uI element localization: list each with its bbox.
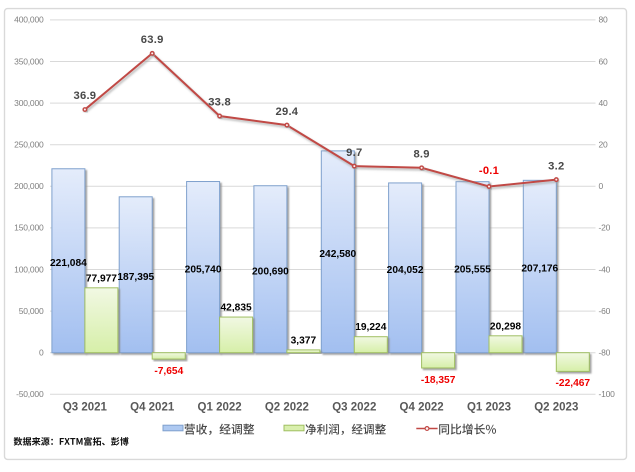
svg-text:3.2: 3.2 (548, 160, 564, 172)
svg-text:Q1 2022: Q1 2022 (198, 401, 242, 413)
svg-text:-50,000: -50,000 (16, 389, 44, 399)
svg-text:300,000: 300,000 (14, 98, 44, 108)
svg-text:205,555: 205,555 (454, 264, 491, 275)
svg-text:42,835: 42,835 (221, 303, 252, 314)
svg-text:Q2 2023: Q2 2023 (534, 401, 578, 413)
svg-text:Q4 2021: Q4 2021 (130, 401, 175, 413)
svg-text:20: 20 (599, 140, 609, 150)
svg-text:60: 60 (599, 56, 609, 66)
svg-text:Q3 2022: Q3 2022 (332, 401, 376, 413)
svg-text:207,176: 207,176 (521, 264, 558, 275)
svg-text:63.9: 63.9 (141, 34, 164, 46)
svg-text:400,000: 400,000 (14, 15, 44, 25)
svg-text:-100: -100 (599, 389, 616, 399)
svg-text:9.7: 9.7 (346, 147, 362, 159)
svg-text:-40: -40 (599, 264, 611, 274)
svg-text:36.9: 36.9 (74, 90, 97, 102)
svg-text:-20: -20 (599, 223, 611, 233)
svg-text:-0.1: -0.1 (479, 165, 499, 177)
svg-text:Q4 2022: Q4 2022 (400, 401, 444, 413)
svg-text:77,977: 77,977 (86, 273, 117, 284)
svg-text:200,690: 200,690 (252, 266, 289, 277)
svg-text:19,224: 19,224 (355, 322, 386, 333)
svg-text:187,395: 187,395 (117, 272, 154, 283)
svg-text:Q3 2021: Q3 2021 (63, 401, 108, 413)
svg-text:242,580: 242,580 (319, 249, 356, 260)
svg-text:150,000: 150,000 (14, 223, 44, 233)
svg-text:-80: -80 (599, 348, 611, 358)
svg-text:221,084: 221,084 (50, 258, 87, 269)
svg-text:33.8: 33.8 (208, 97, 231, 109)
svg-text:3,377: 3,377 (291, 335, 317, 346)
svg-text:20,298: 20,298 (490, 321, 521, 332)
svg-text:8.9: 8.9 (413, 149, 429, 161)
svg-text:-18,357: -18,357 (421, 375, 456, 386)
svg-text:350,000: 350,000 (14, 56, 44, 66)
svg-text:80: 80 (599, 15, 609, 25)
svg-text:-22,467: -22,467 (556, 378, 591, 389)
svg-text:29.4: 29.4 (276, 106, 299, 118)
svg-text:205,740: 205,740 (185, 264, 222, 275)
svg-text:0: 0 (39, 348, 44, 358)
svg-text:250,000: 250,000 (14, 140, 44, 150)
svg-text:100,000: 100,000 (14, 264, 44, 274)
svg-text:204,052: 204,052 (387, 265, 424, 276)
svg-text:0: 0 (599, 181, 604, 191)
svg-text:Q2 2022: Q2 2022 (265, 401, 309, 413)
svg-text:50,000: 50,000 (19, 306, 44, 316)
svg-text:-60: -60 (599, 306, 611, 316)
svg-text:Q1 2023: Q1 2023 (467, 401, 511, 413)
svg-text:-7,654: -7,654 (154, 366, 183, 377)
svg-text:40: 40 (599, 98, 609, 108)
svg-text:200,000: 200,000 (14, 181, 44, 191)
